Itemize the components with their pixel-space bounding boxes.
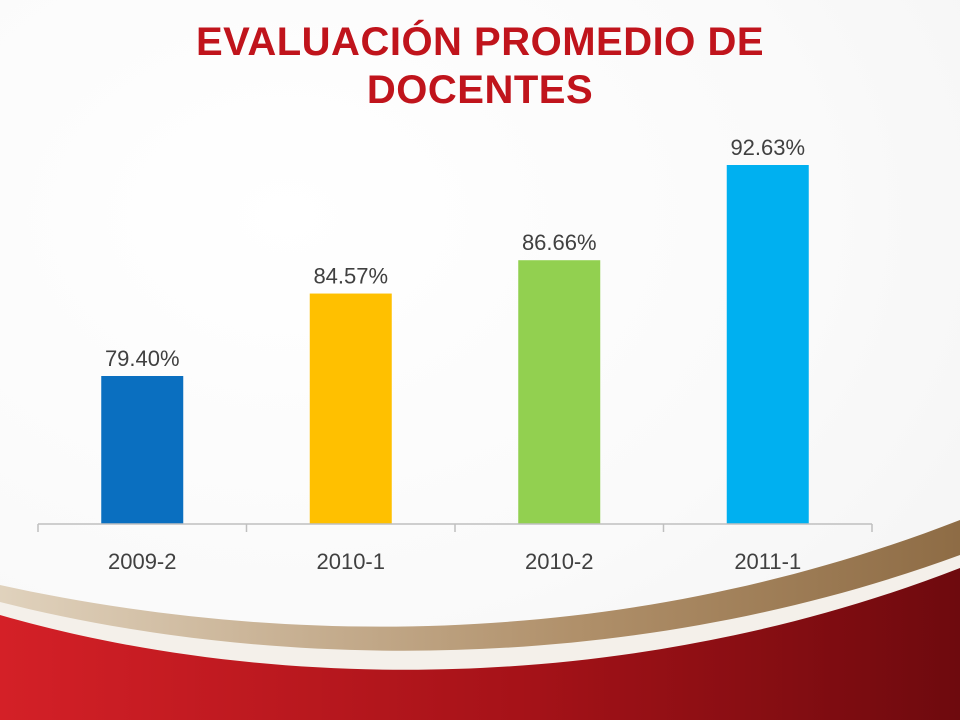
slide-title-line-2: DOCENTES <box>366 68 594 112</box>
x-axis: 2009-2 2010-1 2010-2 2011-1 <box>37 523 873 574</box>
x-tick-label-2011-1: 2011-1 <box>734 549 801 574</box>
bar-2010-1 <box>309 293 392 524</box>
slide-title: EVALUACIÓN PROMEDIO DE DOCENTES <box>0 18 960 114</box>
value-label-2011-1: 92.63% <box>730 135 805 160</box>
value-label-2010-2: 86.66% <box>522 230 597 255</box>
x-tick-label-2010-1: 2010-1 <box>316 549 385 574</box>
bar-2010-2 <box>518 260 601 524</box>
x-tick-label-2009-2: 2009-2 <box>108 549 177 574</box>
bars-group <box>101 165 809 524</box>
x-tick-label-2010-2: 2010-2 <box>525 549 594 574</box>
value-labels-group: 79.40% 84.57% 86.66% 92.63% <box>105 135 805 371</box>
bar-2011-1 <box>726 165 809 524</box>
slide-title-line-1: EVALUACIÓN PROMEDIO DE <box>195 20 765 64</box>
value-label-2009-2: 79.40% <box>105 346 180 371</box>
value-label-2010-1: 84.57% <box>313 264 388 289</box>
bar-2009-2 <box>101 376 184 524</box>
